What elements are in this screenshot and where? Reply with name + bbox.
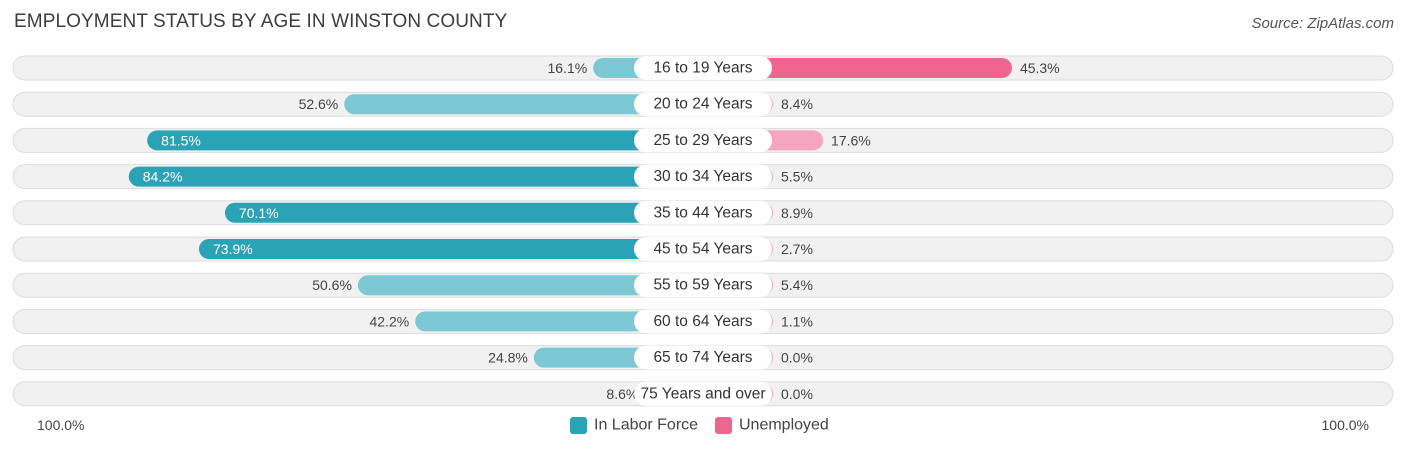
category-label: 75 Years and over	[641, 385, 766, 402]
category-label-bg	[634, 345, 772, 370]
legend-labor-force-swatch	[570, 417, 587, 434]
chart-title: EMPLOYMENT STATUS BY AGE IN WINSTON COUN…	[14, 11, 508, 32]
labor-force-value: 81.5%	[161, 132, 201, 148]
legend-unemployed-label: Unemployed	[739, 417, 829, 434]
labor-force-value: 16.1%	[547, 60, 587, 76]
labor-force-bar	[415, 311, 703, 332]
labor-force-value: 70.1%	[239, 205, 279, 221]
labor-force-bar	[344, 94, 703, 115]
unemployed-value: 45.3%	[1020, 60, 1060, 76]
unemployed-value: 5.4%	[781, 277, 813, 293]
unemployed-value: 2.7%	[781, 241, 813, 257]
labor-force-bar	[357, 275, 703, 296]
labor-force-value: 42.2%	[369, 313, 409, 329]
axis-left-label: 100.0%	[37, 417, 84, 433]
category-label-bg	[634, 237, 772, 261]
labor-force-value: 73.9%	[213, 241, 253, 257]
category-label: 25 to 29 Years	[653, 132, 752, 149]
labor-force-value: 52.6%	[299, 96, 339, 112]
labor-force-value: 8.6%	[606, 386, 638, 402]
labor-force-bar	[128, 166, 704, 187]
unemployed-value: 0.0%	[781, 386, 813, 402]
axis-right-label: 100.0%	[1322, 417, 1369, 433]
category-label: 65 to 74 Years	[653, 349, 752, 366]
labor-force-bar	[224, 202, 703, 223]
category-label-bg	[634, 273, 772, 298]
unemployed-value: 17.6%	[831, 132, 871, 148]
category-label-bg	[634, 381, 772, 406]
unemployed-bar	[703, 58, 1012, 78]
category-label: 35 to 44 Years	[653, 204, 752, 221]
labor-force-bar	[147, 130, 704, 151]
category-label: 55 to 59 Years	[653, 277, 752, 294]
labor-force-bar	[199, 239, 703, 259]
category-label: 45 to 54 Years	[653, 241, 752, 258]
unemployed-value: 8.9%	[781, 205, 813, 221]
category-label-bg	[634, 128, 772, 153]
source-label: Source: ZipAtlas.com	[1251, 15, 1394, 32]
unemployed-value: 5.5%	[781, 169, 813, 185]
labor-force-value: 24.8%	[488, 350, 528, 366]
labor-force-value: 50.6%	[312, 277, 352, 293]
category-label-bg	[634, 309, 772, 334]
legend-labor-force-label: In Labor Force	[594, 417, 698, 434]
legend-unemployed-swatch	[715, 417, 732, 434]
labor-force-value: 84.2%	[143, 169, 183, 185]
category-label-bg	[634, 56, 772, 80]
category-label: 60 to 64 Years	[653, 313, 752, 330]
category-label-bg	[634, 200, 772, 225]
unemployed-value: 0.0%	[781, 350, 813, 366]
category-label: 30 to 34 Years	[653, 168, 752, 185]
category-label: 20 to 24 Years	[653, 96, 752, 113]
category-label-bg	[634, 164, 772, 189]
unemployed-value: 8.4%	[781, 96, 813, 112]
category-label: 16 to 19 Years	[653, 60, 752, 77]
unemployed-value: 1.1%	[781, 313, 813, 329]
category-label-bg	[634, 92, 772, 117]
